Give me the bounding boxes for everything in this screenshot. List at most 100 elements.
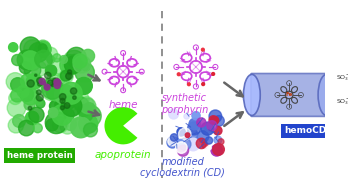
Circle shape — [37, 90, 41, 94]
Circle shape — [46, 119, 58, 131]
Circle shape — [34, 96, 42, 105]
Text: SO$_3^-$: SO$_3^-$ — [336, 73, 348, 83]
Circle shape — [177, 139, 184, 147]
Circle shape — [7, 99, 26, 117]
Circle shape — [12, 54, 23, 66]
Text: hemoCD: hemoCD — [284, 126, 326, 135]
Circle shape — [51, 84, 63, 96]
Circle shape — [80, 122, 90, 132]
Circle shape — [205, 137, 213, 144]
Circle shape — [52, 78, 59, 85]
Circle shape — [29, 49, 42, 62]
Circle shape — [214, 115, 224, 126]
Circle shape — [24, 62, 41, 78]
Circle shape — [201, 122, 214, 135]
Circle shape — [38, 44, 47, 53]
Circle shape — [80, 98, 96, 114]
Circle shape — [173, 138, 180, 145]
Circle shape — [26, 73, 42, 89]
Circle shape — [54, 82, 61, 88]
Circle shape — [52, 105, 73, 125]
Text: heme: heme — [108, 100, 138, 110]
Circle shape — [27, 80, 34, 87]
Circle shape — [31, 61, 47, 77]
Circle shape — [179, 138, 191, 150]
Circle shape — [55, 79, 60, 84]
Circle shape — [25, 111, 39, 125]
Circle shape — [209, 116, 218, 124]
Circle shape — [71, 91, 89, 109]
Circle shape — [169, 109, 179, 119]
Circle shape — [187, 138, 199, 151]
FancyBboxPatch shape — [281, 124, 329, 138]
Circle shape — [81, 49, 95, 63]
Circle shape — [202, 83, 205, 86]
Circle shape — [64, 103, 70, 108]
Circle shape — [57, 86, 73, 103]
Circle shape — [60, 98, 65, 103]
Circle shape — [66, 73, 72, 80]
Circle shape — [213, 126, 222, 135]
Circle shape — [38, 82, 42, 86]
Circle shape — [204, 122, 215, 132]
Circle shape — [214, 136, 222, 144]
Ellipse shape — [244, 74, 260, 115]
Circle shape — [9, 43, 18, 52]
Circle shape — [188, 83, 190, 86]
Text: Fe: Fe — [285, 92, 293, 98]
Circle shape — [176, 142, 187, 153]
Circle shape — [177, 59, 180, 61]
Circle shape — [28, 106, 32, 110]
Circle shape — [64, 118, 77, 130]
Circle shape — [212, 73, 215, 75]
Circle shape — [73, 56, 90, 73]
Circle shape — [42, 81, 46, 85]
Circle shape — [53, 117, 68, 133]
Circle shape — [24, 99, 35, 110]
Circle shape — [44, 47, 58, 61]
Circle shape — [187, 129, 198, 140]
Circle shape — [74, 97, 89, 112]
Circle shape — [177, 128, 185, 136]
Circle shape — [28, 59, 39, 71]
Circle shape — [61, 96, 82, 116]
Circle shape — [47, 58, 65, 76]
Text: apoprotein: apoprotein — [95, 150, 151, 160]
Circle shape — [202, 142, 208, 148]
Circle shape — [9, 92, 22, 105]
Circle shape — [36, 94, 43, 101]
Circle shape — [53, 54, 61, 62]
Circle shape — [177, 73, 180, 76]
Circle shape — [197, 118, 206, 127]
Circle shape — [177, 145, 189, 156]
Circle shape — [63, 50, 85, 73]
Circle shape — [45, 86, 48, 89]
Circle shape — [211, 116, 219, 124]
Circle shape — [13, 115, 25, 127]
Circle shape — [84, 123, 97, 137]
Circle shape — [82, 111, 92, 121]
Circle shape — [209, 110, 222, 123]
Text: modified
cyclodextrin (CD): modified cyclodextrin (CD) — [140, 156, 225, 178]
Text: synthetic
porphyrin: synthetic porphyrin — [161, 93, 208, 115]
Circle shape — [68, 54, 82, 69]
Circle shape — [204, 147, 209, 152]
Circle shape — [196, 138, 207, 149]
Circle shape — [167, 137, 178, 148]
Circle shape — [50, 100, 65, 115]
Circle shape — [213, 144, 224, 155]
Circle shape — [26, 90, 37, 100]
Circle shape — [218, 139, 224, 145]
Circle shape — [46, 81, 66, 101]
Circle shape — [80, 105, 101, 127]
Circle shape — [187, 48, 190, 51]
Circle shape — [35, 50, 53, 68]
Circle shape — [60, 55, 80, 75]
Circle shape — [192, 112, 200, 120]
Circle shape — [62, 59, 78, 75]
Circle shape — [45, 85, 49, 89]
Circle shape — [70, 109, 81, 120]
Circle shape — [171, 134, 178, 141]
Circle shape — [79, 114, 98, 133]
Ellipse shape — [318, 74, 335, 115]
